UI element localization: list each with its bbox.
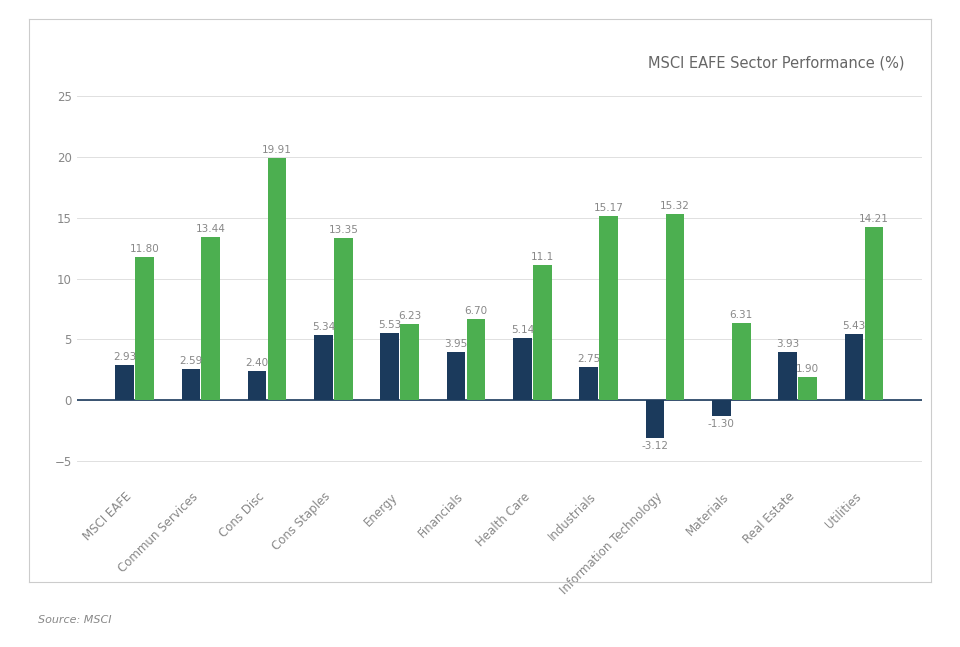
Text: 2.59: 2.59 [180,356,203,366]
Text: 14.21: 14.21 [859,214,889,225]
Bar [799,377,817,400]
Bar [115,364,133,400]
Bar [712,400,731,416]
Bar [248,371,267,400]
Text: 3.95: 3.95 [444,339,468,349]
Bar [865,228,883,400]
Text: MSCI EAFE Sector Performance (%): MSCI EAFE Sector Performance (%) [648,56,904,71]
Bar [779,353,797,400]
Bar [732,324,751,400]
Text: 1.90: 1.90 [796,364,819,374]
Text: 5.34: 5.34 [312,322,335,332]
Text: 15.32: 15.32 [660,201,690,211]
Text: 2.93: 2.93 [113,351,136,362]
Bar [268,158,286,400]
Bar [446,352,466,400]
Text: -1.30: -1.30 [708,419,734,429]
Bar [646,400,664,438]
Bar [533,265,552,400]
Text: 5.43: 5.43 [842,321,866,331]
Bar [599,215,618,400]
Text: -3.12: -3.12 [641,441,668,451]
Text: 13.35: 13.35 [328,225,358,235]
Text: 19.91: 19.91 [262,145,292,155]
Bar [665,214,684,400]
Text: 3.93: 3.93 [776,339,800,349]
Text: Source: MSCI: Source: MSCI [38,615,112,624]
Bar [314,335,333,400]
Bar [334,238,352,400]
Bar [580,367,598,400]
Text: 2.75: 2.75 [577,354,600,364]
Text: 6.31: 6.31 [730,311,753,320]
Bar [400,324,419,400]
Text: 6.23: 6.23 [398,311,421,322]
Bar [380,333,399,400]
Text: 11.80: 11.80 [130,244,159,254]
Text: 5.14: 5.14 [511,325,534,334]
Bar [845,334,863,400]
Text: 6.70: 6.70 [465,305,488,316]
Bar [514,338,532,400]
Bar [135,257,154,400]
Text: 5.53: 5.53 [378,320,401,330]
Text: 15.17: 15.17 [593,203,624,213]
Text: 11.1: 11.1 [531,252,554,262]
Bar [467,319,485,400]
Bar [202,237,220,400]
Text: 13.44: 13.44 [196,224,226,234]
Bar [181,369,200,400]
Text: 2.40: 2.40 [246,358,269,368]
